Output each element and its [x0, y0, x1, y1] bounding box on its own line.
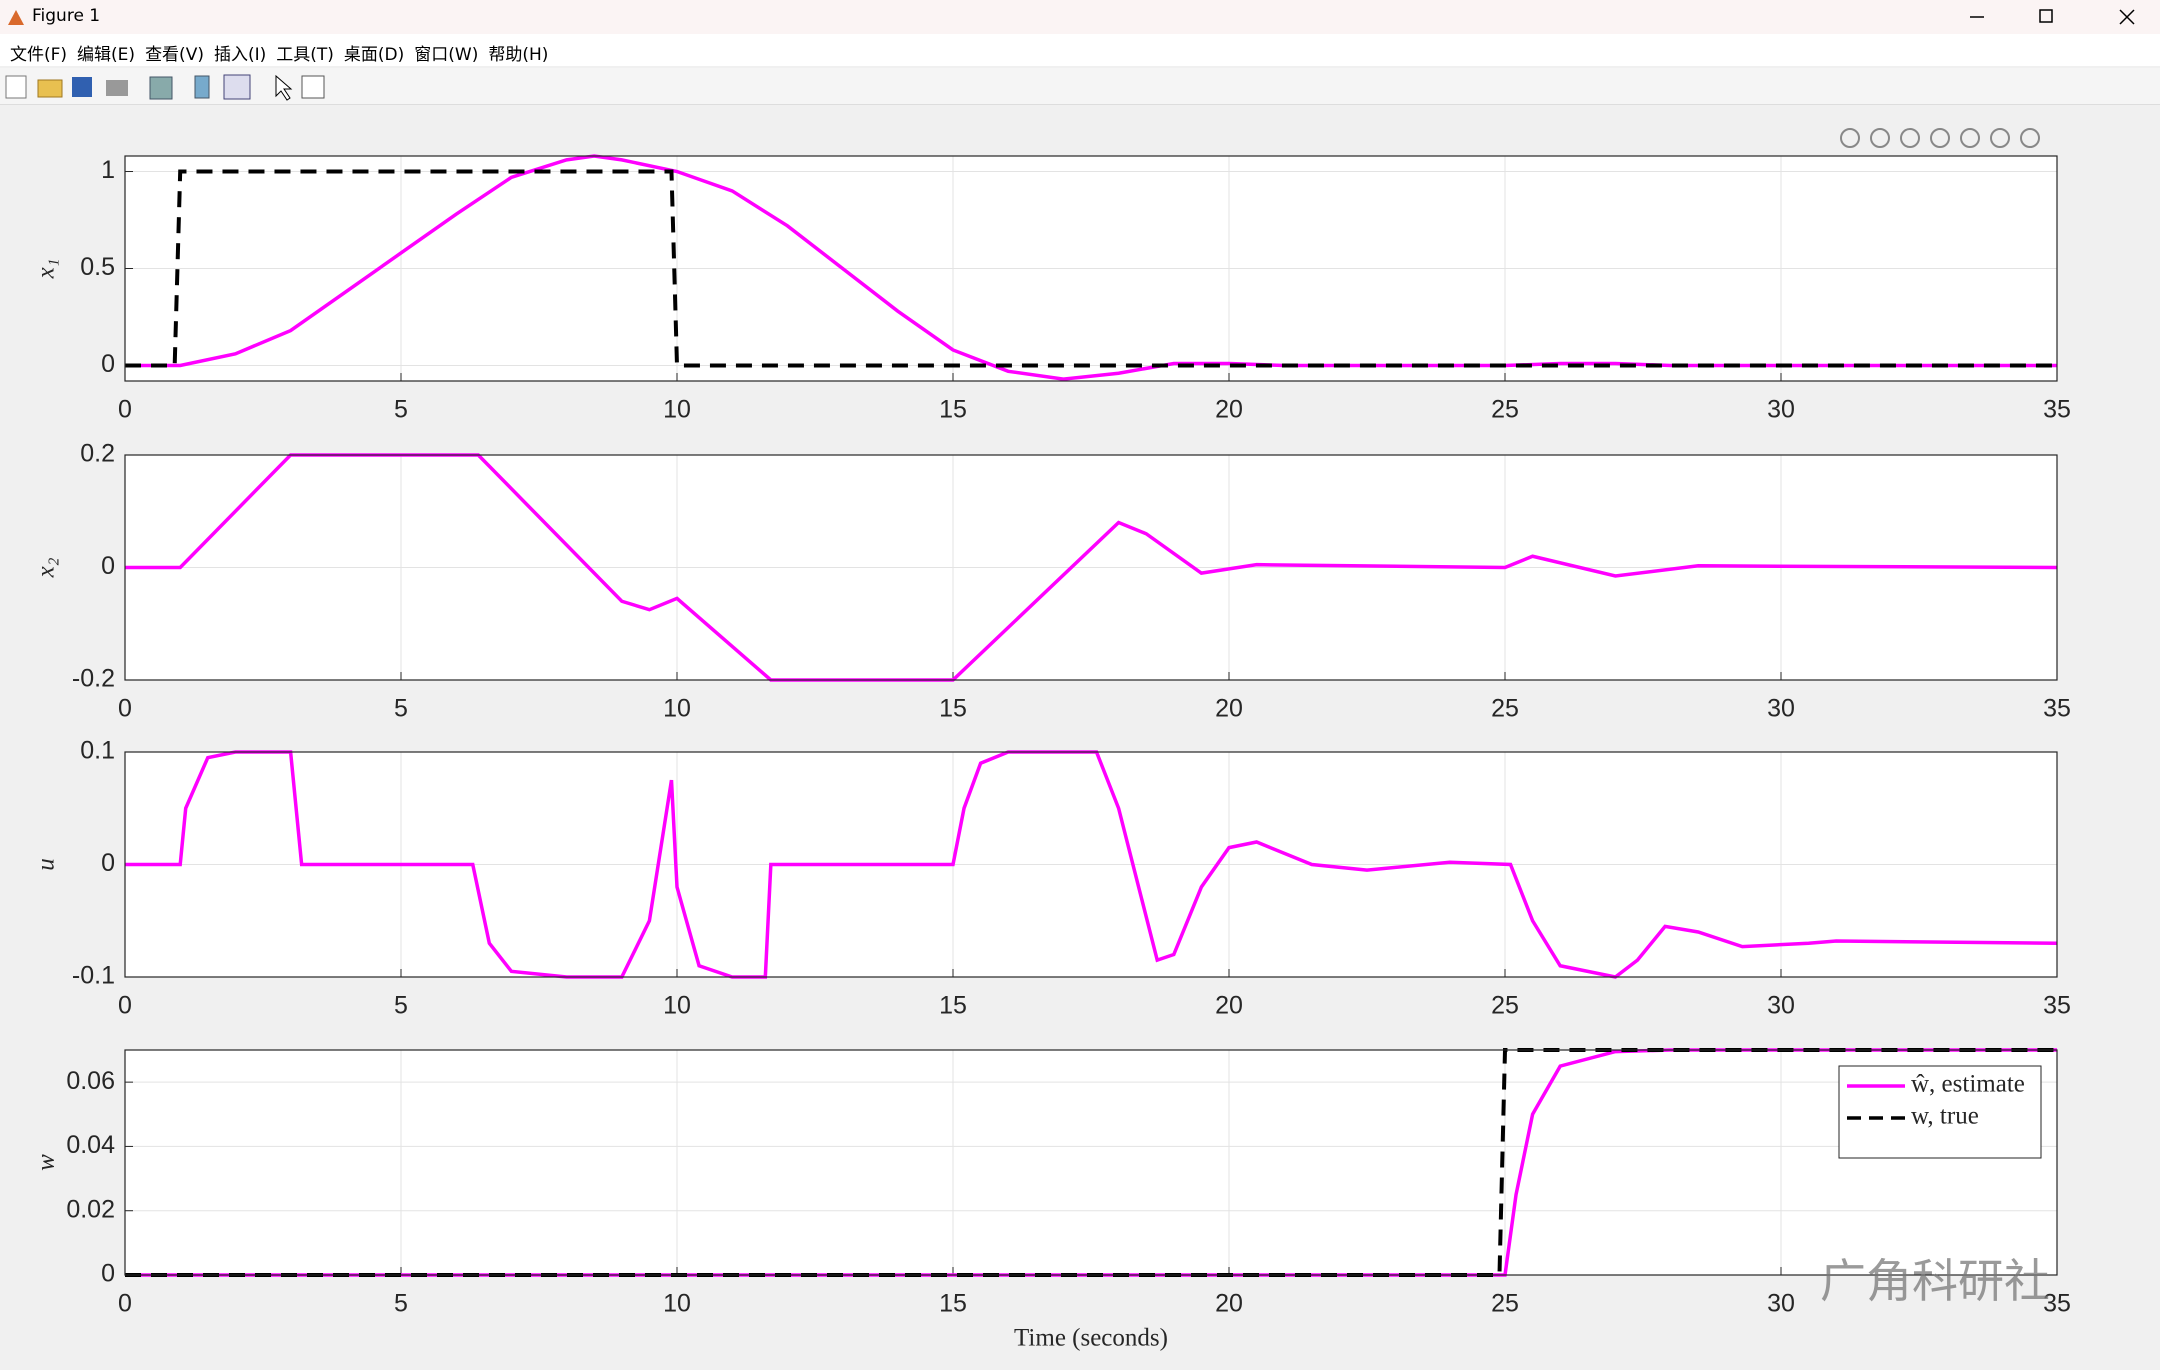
menu-item[interactable]: 插入(I): [213, 45, 267, 65]
y-axis-label: u: [33, 858, 60, 871]
axes-tool-icon: [1870, 128, 1890, 148]
x-tick-label: 35: [2043, 396, 2071, 424]
y-tick-label: 0.04: [66, 1131, 115, 1159]
x-tick-label: 10: [663, 1290, 691, 1318]
x-tick-label: 0: [118, 695, 132, 723]
x-tick-label: 30: [1767, 695, 1795, 723]
x-tick-label: 15: [939, 1290, 967, 1318]
menu-item[interactable]: 窗口(W): [414, 45, 479, 65]
menu-item[interactable]: 工具(T): [276, 45, 334, 65]
title-bar: Figure 1: [0, 0, 2160, 34]
x-tick-label: 30: [1767, 396, 1795, 424]
x-tick-label: 30: [1767, 1290, 1795, 1318]
window-title: Figure 1: [32, 6, 101, 26]
x-tick-label: 0: [118, 992, 132, 1020]
x-tick-label: 0: [118, 1290, 132, 1318]
y-tick-label: 0: [101, 1260, 115, 1288]
legend-label: w, true: [1911, 1103, 1979, 1130]
x-tick-label: 30: [1767, 992, 1795, 1020]
axes-background: [125, 1050, 2057, 1275]
y-tick-label: 0.1: [80, 737, 115, 765]
axes-box: [124, 454, 2058, 681]
y-tick-label: 0.5: [80, 253, 115, 281]
legend-box: [1838, 1065, 2042, 1159]
axes-tool-icon: [1990, 128, 2010, 148]
y-tick-label: 0.2: [80, 440, 115, 468]
x-tick-label: 15: [939, 396, 967, 424]
axes-tool-icon: [1840, 128, 1860, 148]
y-tick-label: -0.1: [72, 962, 115, 990]
axes-tool-icon: [1930, 128, 1950, 148]
x-tick-label: 10: [663, 992, 691, 1020]
y-tick-label: 0: [101, 849, 115, 877]
x-tick-label: 15: [939, 992, 967, 1020]
axes-box: [124, 751, 2058, 978]
x-tick-label: 25: [1491, 992, 1519, 1020]
y-axis-label: x₂: [33, 557, 60, 578]
legend-label: ŵ, estimate: [1911, 1071, 2025, 1098]
x-tick-label: 35: [2043, 992, 2071, 1020]
axes-box: [124, 155, 2058, 382]
data-line: [125, 169, 2057, 368]
y-tick-label: 0: [101, 350, 115, 378]
x-tick-label: 5: [394, 695, 408, 723]
y-tick-label: 0.02: [66, 1195, 115, 1223]
y-tick-label: 0.06: [66, 1067, 115, 1095]
x-tick-label: 25: [1491, 1290, 1519, 1318]
y-tick-label: 1: [101, 156, 115, 184]
x-tick-label: 20: [1215, 1290, 1243, 1318]
x-tick-label: 35: [2043, 1290, 2071, 1318]
x-tick-label: 15: [939, 695, 967, 723]
menu-item[interactable]: 桌面(D): [343, 45, 405, 65]
x-tick-label: 20: [1215, 992, 1243, 1020]
x-tick-label: 10: [663, 695, 691, 723]
axes-box: [124, 1049, 2058, 1276]
y-tick-label: -0.2: [72, 665, 115, 693]
watermark: 广角科研社: [1820, 1254, 2050, 1308]
x-tick-label: 10: [663, 396, 691, 424]
y-axis-label: x₁: [33, 259, 60, 280]
x-tick-label: 0: [118, 396, 132, 424]
toolbar: [0, 68, 2160, 105]
app-icon: [8, 10, 24, 25]
menu-bar: 文件(F) 编辑(E) 查看(V) 插入(I) 工具(T) 桌面(D) 窗口(W) 帮助(H): [0, 34, 2160, 66]
x-tick-label: 5: [394, 396, 408, 424]
x-tick-label: 25: [1491, 396, 1519, 424]
x-tick-label: 25: [1491, 695, 1519, 723]
x-tick-label: 20: [1215, 396, 1243, 424]
menu-item[interactable]: 查看(V): [145, 45, 204, 65]
menu-item[interactable]: 编辑(E): [77, 45, 136, 65]
data-line: [125, 750, 2057, 979]
y-tick-label: 0: [101, 552, 115, 580]
x-tick-label: 20: [1215, 695, 1243, 723]
x-tick-label: 35: [2043, 695, 2071, 723]
menu-item[interactable]: 文件(F): [10, 45, 68, 65]
x-axis-label: Time (seconds): [1014, 1325, 1168, 1352]
axes-toolbar[interactable]: [1840, 128, 2040, 148]
y-axis-label: w: [33, 1154, 60, 1171]
axes-tool-icon: [1900, 128, 1920, 148]
axes-tool-icon: [2020, 128, 2040, 148]
window-controls[interactable]: [1960, 0, 2160, 34]
x-tick-label: 5: [394, 1290, 408, 1318]
x-tick-label: 5: [394, 992, 408, 1020]
toolbar-icons[interactable]: [0, 68, 340, 104]
axes-tool-icon: [1960, 128, 1980, 148]
menu-item[interactable]: 帮助(H): [488, 45, 549, 65]
